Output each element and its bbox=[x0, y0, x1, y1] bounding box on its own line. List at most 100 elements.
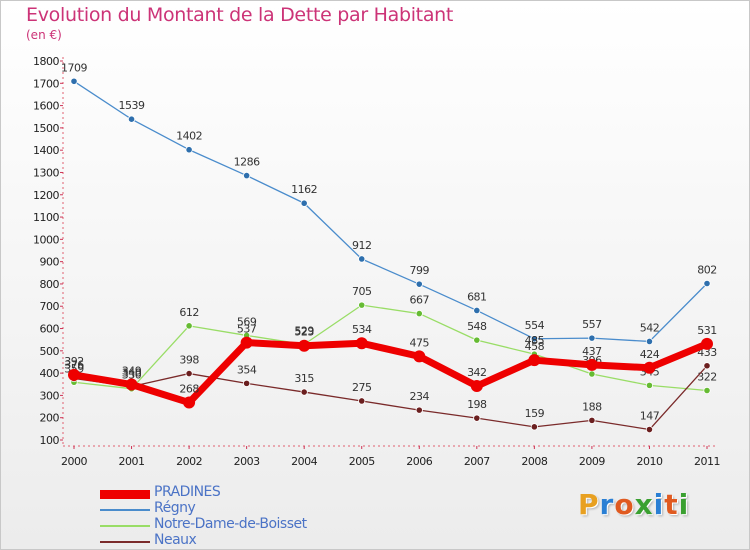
data-label-notre-dame-de-boisset: 485 bbox=[525, 334, 545, 347]
data-label-notre-dame-de-boisset: 705 bbox=[352, 285, 372, 298]
data-point-pradines bbox=[470, 380, 483, 393]
legend-swatch-neaux bbox=[100, 541, 150, 543]
data-label-r-gny: 802 bbox=[697, 263, 717, 276]
data-label-pradines: 531 bbox=[697, 324, 717, 337]
x-tick-label: 2008 bbox=[521, 455, 547, 468]
data-point-neaux bbox=[358, 397, 366, 405]
x-tick-label: 2003 bbox=[234, 455, 260, 468]
y-tick-label: 1800 bbox=[33, 55, 59, 68]
data-label-notre-dame-de-boisset: 322 bbox=[697, 371, 717, 384]
data-label-r-gny: 557 bbox=[582, 318, 602, 331]
data-point-notre-dame-de-boisset bbox=[358, 301, 366, 309]
data-point-neaux bbox=[473, 414, 481, 422]
y-tick-label: 100 bbox=[40, 434, 60, 447]
data-label-r-gny: 1162 bbox=[291, 183, 317, 196]
data-point-r-gny bbox=[243, 171, 251, 180]
data-point-notre-dame-de-boisset bbox=[645, 381, 654, 389]
data-point-r-gny bbox=[300, 199, 308, 207]
data-point-neaux bbox=[185, 369, 193, 378]
data-point-neaux bbox=[415, 406, 423, 414]
data-label-notre-dame-de-boisset: 612 bbox=[179, 306, 199, 319]
series-line-r-gny bbox=[73, 80, 708, 343]
data-label-r-gny: 1539 bbox=[119, 99, 145, 112]
data-label-neaux: 354 bbox=[237, 363, 257, 376]
data-label-pradines: 268 bbox=[179, 383, 199, 396]
data-point-pradines bbox=[701, 337, 713, 350]
x-tick-label: 2004 bbox=[291, 455, 317, 468]
data-label-r-gny: 1709 bbox=[61, 61, 87, 74]
data-point-r-gny bbox=[588, 334, 596, 342]
data-label-neaux: 188 bbox=[582, 400, 602, 413]
data-label-neaux: 398 bbox=[179, 354, 199, 367]
data-label-notre-dame-de-boisset: 548 bbox=[467, 320, 487, 333]
x-tick-label: 2011 bbox=[694, 455, 720, 468]
data-label-pradines: 342 bbox=[467, 366, 487, 379]
data-label-pradines: 523 bbox=[294, 326, 314, 339]
data-point-pradines bbox=[355, 337, 368, 350]
y-tick-label: 1200 bbox=[33, 189, 59, 202]
data-point-r-gny bbox=[185, 146, 193, 154]
data-label-pradines: 475 bbox=[410, 336, 430, 349]
y-tick-label: 400 bbox=[40, 367, 60, 380]
data-label-neaux: 147 bbox=[640, 410, 660, 423]
data-point-neaux bbox=[243, 379, 251, 387]
data-point-neaux bbox=[588, 416, 596, 424]
data-label-neaux: 198 bbox=[467, 398, 487, 411]
proxiti-logo: Proxiti bbox=[578, 488, 690, 521]
data-point-notre-dame-de-boisset bbox=[185, 322, 193, 330]
legend-label-pradines: PRADINES bbox=[154, 484, 221, 500]
data-label-r-gny: 912 bbox=[352, 239, 372, 252]
x-tick-label: 2009 bbox=[579, 455, 605, 468]
data-label-notre-dame-de-boisset: 330 bbox=[122, 369, 142, 382]
data-point-r-gny bbox=[127, 115, 136, 123]
chart-subtitle: (en €) bbox=[26, 28, 62, 42]
data-point-notre-dame-de-boisset bbox=[588, 370, 596, 378]
data-point-pradines bbox=[125, 378, 138, 391]
data-point-pradines bbox=[183, 396, 196, 409]
data-label-neaux: 234 bbox=[410, 390, 430, 403]
data-point-notre-dame-de-boisset bbox=[703, 386, 711, 395]
data-point-pradines bbox=[68, 368, 80, 381]
data-point-r-gny bbox=[70, 77, 78, 85]
legend-swatch-r-gny bbox=[100, 509, 150, 511]
data-label-r-gny: 799 bbox=[410, 264, 430, 277]
y-tick-label: 1700 bbox=[33, 77, 59, 90]
data-point-notre-dame-de-boisset bbox=[473, 336, 481, 344]
series-line-notre-dame-de-boisset bbox=[73, 304, 708, 392]
legend-label-r-gny: Régny bbox=[154, 500, 196, 516]
x-tick-label: 2006 bbox=[406, 455, 432, 468]
y-tick-label: 900 bbox=[40, 256, 60, 269]
data-label-neaux: 275 bbox=[352, 381, 372, 394]
data-label-pradines: 458 bbox=[525, 340, 545, 353]
data-point-r-gny bbox=[645, 337, 654, 346]
y-tick-label: 200 bbox=[40, 412, 60, 425]
data-point-r-gny bbox=[473, 306, 481, 315]
y-tick-label: 800 bbox=[40, 278, 60, 291]
data-point-pradines bbox=[298, 339, 311, 352]
data-label-neaux: 340 bbox=[122, 366, 142, 379]
data-label-notre-dame-de-boisset: 667 bbox=[410, 294, 430, 307]
data-label-notre-dame-de-boisset: 569 bbox=[237, 315, 257, 328]
data-label-notre-dame-de-boisset: 529 bbox=[294, 324, 314, 337]
data-label-r-gny: 554 bbox=[525, 319, 545, 332]
data-label-pradines: 424 bbox=[640, 348, 660, 361]
x-tick-label: 2010 bbox=[636, 455, 662, 468]
data-point-r-gny bbox=[703, 279, 711, 288]
legend-label-neaux: Neaux bbox=[154, 532, 197, 548]
y-tick-label: 1100 bbox=[33, 211, 59, 224]
y-tick-label: 600 bbox=[40, 323, 60, 336]
data-point-pradines bbox=[643, 361, 656, 374]
data-label-pradines: 349 bbox=[122, 364, 142, 377]
y-tick-label: 1500 bbox=[33, 122, 59, 135]
data-point-neaux bbox=[703, 362, 711, 370]
data-label-r-gny: 1286 bbox=[234, 156, 260, 169]
series-line-pradines bbox=[70, 339, 711, 407]
data-point-pradines bbox=[240, 336, 253, 349]
data-label-neaux: 159 bbox=[525, 407, 545, 420]
data-point-neaux bbox=[530, 423, 538, 431]
x-tick-label: 2007 bbox=[464, 455, 490, 468]
x-tick-label: 2001 bbox=[119, 455, 145, 468]
y-tick-label: 1000 bbox=[33, 233, 59, 246]
